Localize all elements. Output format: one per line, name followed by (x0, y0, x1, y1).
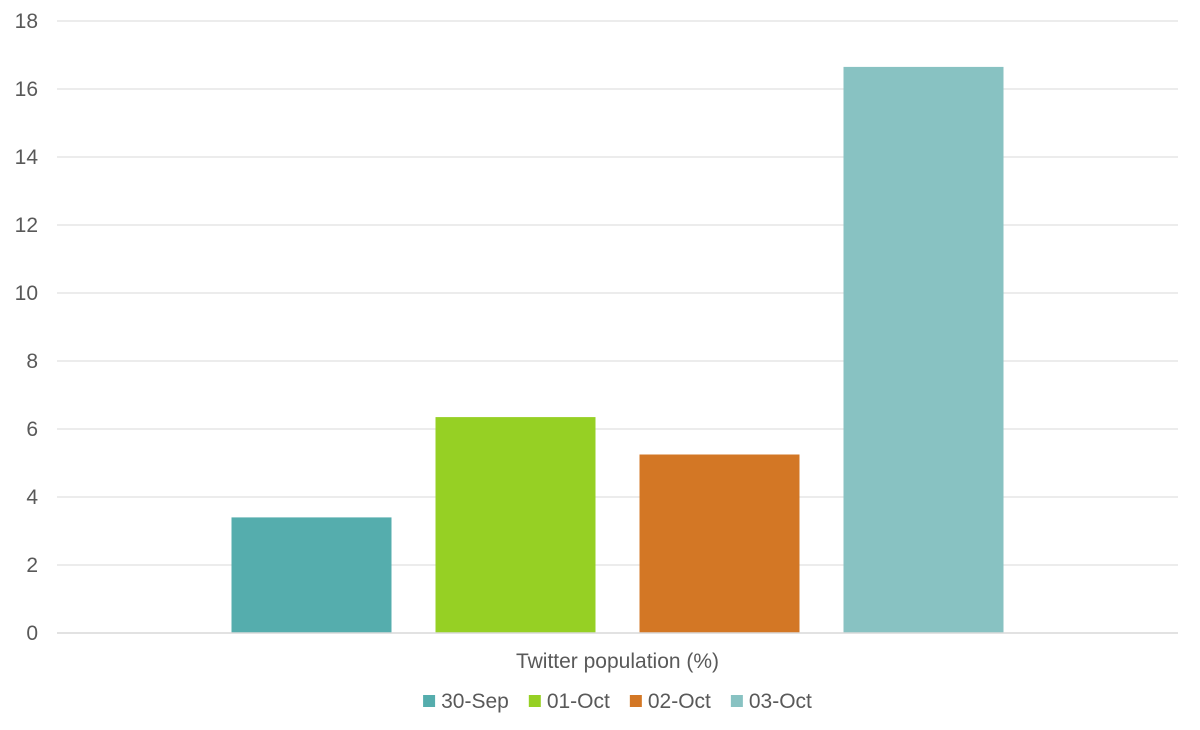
y-tick-label-7: 14 (15, 146, 39, 169)
legend-label-30-sep: 30-Sep (441, 690, 509, 713)
y-tick-label-4: 8 (26, 350, 38, 373)
bars (231, 66, 1004, 633)
legend-item-01-oct: 01-Oct (528, 690, 610, 713)
legend-label-03-oct: 03-Oct (749, 690, 812, 713)
y-axis-tick-labels: 0 2 4 6 8 10 12 14 16 18 (15, 10, 39, 645)
legend: 30-Sep 01-Oct 02-Oct 03-Oct (423, 690, 812, 713)
y-tick-label-1: 2 (26, 554, 38, 577)
x-axis-category-labels: Twitter population (%) (516, 650, 719, 673)
legend-swatch-02-oct (629, 695, 642, 707)
legend-item-30-sep: 30-Sep (423, 690, 509, 713)
x-category-label-0: Twitter population (%) (516, 650, 719, 673)
y-tick-label-8: 16 (15, 78, 38, 101)
legend-swatch-03-oct (730, 695, 743, 707)
y-tick-label-3: 6 (26, 418, 38, 441)
legend-label-02-oct: 02-Oct (648, 690, 711, 713)
bar-03-oct (843, 66, 1004, 633)
legend-item-02-oct: 02-Oct (629, 690, 711, 713)
y-tick-label-0: 0 (26, 622, 38, 645)
legend-label-01-oct: 01-Oct (547, 690, 610, 713)
legend-swatch-30-sep (423, 695, 436, 707)
bar-30-sep (231, 517, 392, 633)
gridlines (57, 20, 1178, 566)
legend-swatch-01-oct (528, 695, 541, 707)
bar-02-oct (639, 454, 800, 633)
y-tick-label-6: 12 (15, 214, 38, 237)
legend-item-03-oct: 03-Oct (730, 690, 812, 713)
y-tick-label-2: 4 (26, 486, 38, 509)
bar-01-oct (435, 417, 596, 633)
y-tick-label-9: 18 (15, 10, 38, 33)
y-tick-label-5: 10 (15, 282, 38, 305)
